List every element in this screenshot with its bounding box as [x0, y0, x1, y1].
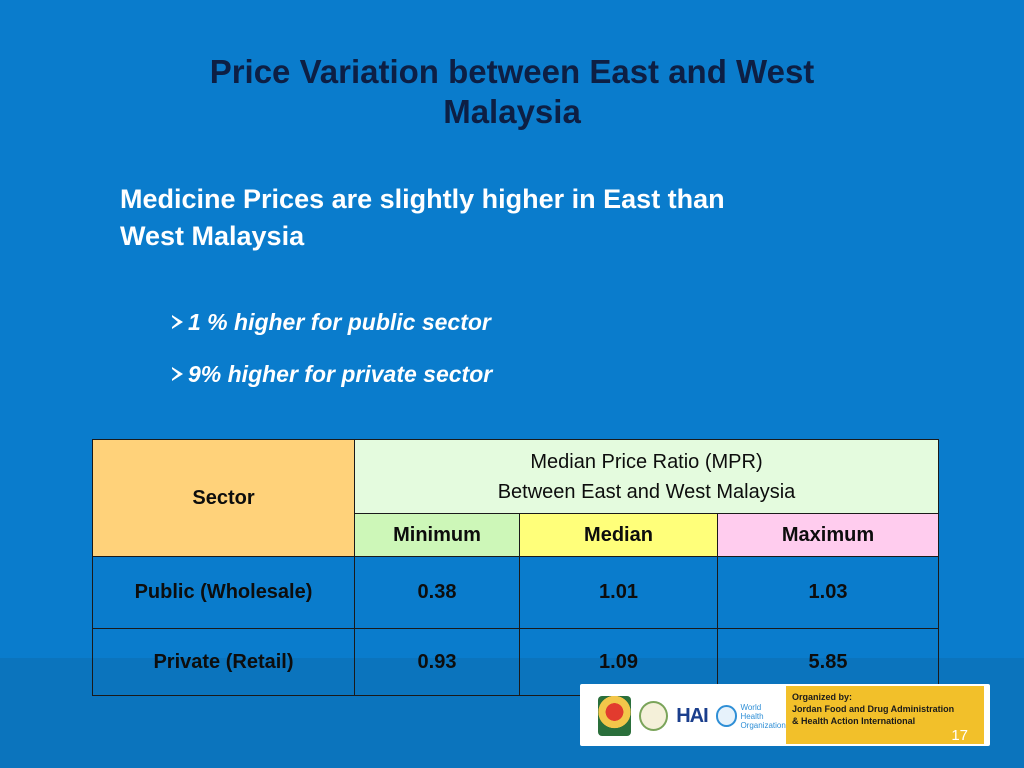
- mpr-header-cell: Median Price Ratio (MPR) Between East an…: [354, 439, 939, 514]
- table-row: Public (Wholesale) 0.38 1.01 1.03: [92, 556, 939, 629]
- slide-subtitle: Medicine Prices are slightly higher in E…: [120, 181, 920, 255]
- table-subheader-row: Minimum Median Maximum: [93, 513, 939, 557]
- subtitle-line-1: Medicine Prices are slightly higher in E…: [120, 184, 725, 214]
- organizer-line-2: Jordan Food and Drug Administration: [792, 704, 955, 714]
- title-line-2: Malaysia: [443, 93, 581, 130]
- organizer-line-1: Organized by:: [792, 692, 853, 702]
- hai-logo: HAI: [676, 704, 708, 727]
- bullet-text: 1 % higher for public sector: [188, 309, 491, 335]
- bullet-item: 9% higher for private sector: [172, 348, 772, 400]
- subtitle-line-2: West Malaysia: [120, 221, 305, 251]
- sector-cell: Private (Retail): [92, 628, 355, 696]
- organizer-line-3: & Health Action International: [792, 716, 916, 726]
- median-header-cell: Median: [519, 513, 718, 557]
- arrow-bullet-icon: [172, 367, 183, 381]
- title-line-1: Price Variation between East and West: [209, 53, 815, 90]
- who-line-1: World Health: [740, 702, 764, 721]
- bullet-item: 1 % higher for public sector: [172, 296, 772, 348]
- who-globe-icon: [715, 705, 738, 727]
- mpr-table: Sector Median Price Ratio (MPR) Between …: [92, 439, 939, 696]
- arrow-bullet-icon: [172, 315, 183, 329]
- who-logo: World Health Organization: [715, 703, 786, 730]
- slide-title: Price Variation between East and West Ma…: [60, 52, 964, 132]
- who-text: World Health Organization: [740, 703, 786, 730]
- jordan-emblem-icon: [598, 696, 631, 736]
- who-line-2: Organization: [740, 720, 786, 730]
- maximum-cell: 1.03: [717, 556, 939, 629]
- organizer-box: Organized by: Jordan Food and Drug Admin…: [786, 686, 984, 744]
- table-header-row: Sector Median Price Ratio (MPR) Between …: [92, 439, 939, 557]
- bullet-list: 1 % higher for public sector 9% higher f…: [172, 296, 772, 400]
- mpr-header-line-1: Median Price Ratio (MPR): [530, 450, 763, 473]
- maximum-header-cell: Maximum: [717, 513, 939, 557]
- minimum-header-cell: Minimum: [354, 513, 520, 557]
- median-cell: 1.01: [519, 556, 718, 629]
- bullet-text: 9% higher for private sector: [188, 361, 493, 387]
- mpr-header-line-2: Between East and West Malaysia: [497, 480, 796, 503]
- jfda-seal-icon: [638, 701, 669, 731]
- page-number: 17: [951, 727, 968, 744]
- sector-header-cell: Sector: [92, 439, 355, 557]
- minimum-cell: 0.93: [354, 628, 520, 696]
- sector-cell: Public (Wholesale): [92, 556, 355, 629]
- footer-logos: HAI World Health Organization: [598, 692, 786, 740]
- minimum-cell: 0.38: [354, 556, 520, 629]
